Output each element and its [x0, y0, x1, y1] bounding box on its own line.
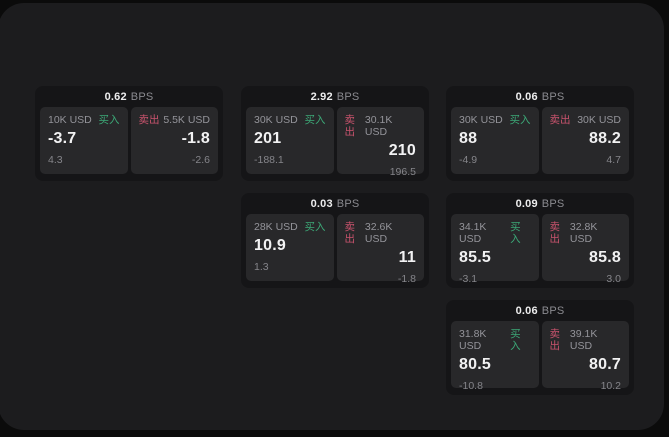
buy-tag: 买入 [510, 221, 521, 245]
buy-tag: 买入 [304, 221, 326, 233]
buy-tag: 买入 [98, 114, 120, 126]
quote-card: 0.62 BPS 10K USD 买入 -3.7 4.3 卖出 5.5K USD … [35, 86, 223, 181]
buy-change: 4.3 [48, 154, 63, 166]
sell-price: 80.7 [589, 356, 621, 373]
sell-pane[interactable]: 卖出 32.6K USD 11 -1.8 [336, 214, 424, 285]
sell-tag: 卖出 [549, 114, 571, 126]
buy-price: 85.5 [459, 249, 491, 266]
sell-pane[interactable]: 卖出 30K USD 88.2 4.7 [541, 107, 629, 174]
buy-amount: 31.8K USD [459, 328, 487, 352]
buy-price: 80.5 [459, 356, 491, 373]
buy-tag: 买入 [510, 328, 521, 352]
quote-card: 0.06 BPS 30K USD 买入 88 -4.9 卖出 30K USD 88… [446, 86, 634, 181]
buy-price: 201 [254, 130, 282, 147]
buy-amount: 30K USD [459, 114, 503, 126]
bps-value: 0.62 [104, 91, 127, 103]
buy-amount: 30K USD [254, 114, 298, 126]
sell-change: 196.5 [389, 166, 416, 178]
bps-unit: BPS [130, 91, 154, 103]
sell-price: 11 [398, 249, 416, 266]
sell-tag: 卖出 [138, 114, 160, 126]
sell-amount: 32.6K USD [364, 221, 393, 245]
sell-tag: 卖出 [344, 114, 356, 138]
sell-price: 85.8 [589, 249, 621, 266]
buy-amount: 28K USD [254, 221, 298, 233]
bps-header: 0.09 BPS [446, 193, 634, 214]
buy-change: -10.8 [459, 380, 483, 392]
sell-change: 3.0 [606, 273, 621, 285]
sell-change: -2.6 [191, 154, 210, 166]
bps-header: 2.92 BPS [241, 86, 429, 107]
sell-price: 88.2 [589, 130, 621, 147]
buy-pane[interactable]: 10K USD 买入 -3.7 4.3 [40, 107, 128, 174]
bps-header: 0.62 BPS [35, 86, 223, 107]
sell-pane[interactable]: 卖出 32.8K USD 85.8 3.0 [541, 214, 629, 285]
bps-unit: BPS [541, 198, 565, 210]
buy-change: -3.1 [459, 273, 478, 285]
bps-header: 0.03 BPS [241, 193, 429, 214]
quote-card: 2.92 BPS 30K USD 买入 201 -188.1 卖出 30.1K U… [241, 86, 429, 181]
bps-header: 0.06 BPS [446, 300, 634, 321]
sell-tag: 卖出 [549, 221, 561, 245]
buy-pane[interactable]: 31.8K USD 买入 80.5 -10.8 [451, 321, 539, 392]
sell-tag: 卖出 [549, 328, 561, 352]
sell-change: -1.8 [397, 273, 416, 285]
sell-amount: 32.8K USD [569, 221, 598, 245]
buy-pane[interactable]: 30K USD 买入 88 -4.9 [451, 107, 539, 174]
sell-change: 10.2 [600, 380, 621, 392]
buy-tag: 买入 [509, 114, 531, 126]
buy-tag: 买入 [304, 114, 326, 126]
bps-value: 0.06 [515, 91, 538, 103]
sell-amount: 5.5K USD [163, 114, 210, 126]
bps-header: 0.06 BPS [446, 86, 634, 107]
bps-unit: BPS [541, 305, 565, 317]
buy-amount: 10K USD [48, 114, 92, 126]
sell-price: 210 [388, 142, 416, 159]
quote-card: 0.03 BPS 28K USD 买入 10.9 1.3 卖出 32.6K USD… [241, 193, 429, 288]
bps-value: 0.09 [515, 198, 538, 210]
main-panel: 0.62 BPS 10K USD 买入 -3.7 4.3 卖出 5.5K USD … [0, 3, 664, 430]
sell-change: 4.7 [606, 154, 621, 166]
sell-price: -1.8 [181, 130, 210, 147]
buy-change: 1.3 [254, 261, 269, 273]
buy-pane[interactable]: 30K USD 买入 201 -188.1 [246, 107, 334, 174]
bps-value: 0.06 [515, 305, 538, 317]
sell-amount: 39.1K USD [569, 328, 598, 352]
buy-pane[interactable]: 28K USD 买入 10.9 1.3 [246, 214, 334, 281]
buy-change: -4.9 [459, 154, 478, 166]
bps-value: 0.03 [310, 198, 333, 210]
buy-amount: 34.1K USD [459, 221, 487, 245]
sell-pane[interactable]: 卖出 39.1K USD 80.7 10.2 [541, 321, 629, 392]
bps-unit: BPS [336, 198, 360, 210]
buy-price: -3.7 [48, 130, 77, 147]
buy-change: -188.1 [254, 154, 284, 166]
quote-card: 0.09 BPS 34.1K USD 买入 85.5 -3.1 卖出 32.8K … [446, 193, 634, 288]
buy-price: 88 [459, 130, 478, 147]
sell-pane[interactable]: 卖出 30.1K USD 210 196.5 [336, 107, 424, 178]
bps-unit: BPS [541, 91, 565, 103]
bps-unit: BPS [336, 91, 360, 103]
sell-pane[interactable]: 卖出 5.5K USD -1.8 -2.6 [130, 107, 218, 174]
sell-tag: 卖出 [344, 221, 356, 245]
quote-card: 0.06 BPS 31.8K USD 买入 80.5 -10.8 卖出 39.1K… [446, 300, 634, 395]
bps-value: 2.92 [310, 91, 333, 103]
sell-amount: 30K USD [577, 114, 621, 126]
sell-amount: 30.1K USD [364, 114, 393, 138]
buy-price: 10.9 [254, 237, 286, 254]
buy-pane[interactable]: 34.1K USD 买入 85.5 -3.1 [451, 214, 539, 285]
